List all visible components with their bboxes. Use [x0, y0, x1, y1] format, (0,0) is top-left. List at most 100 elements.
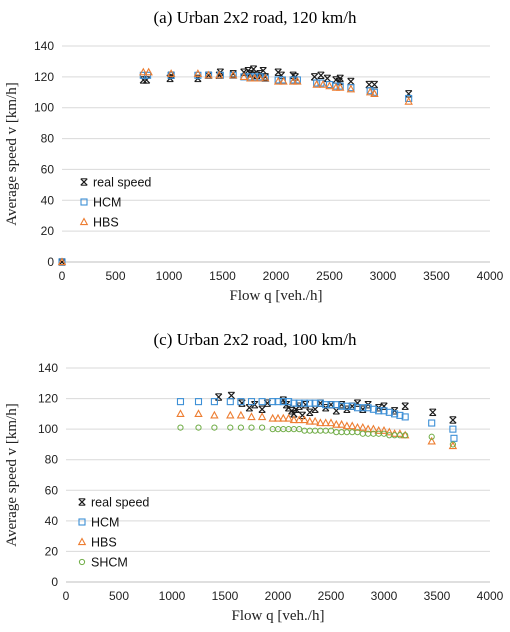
data-point-hbs [332, 419, 341, 428]
data-point-real-speed [370, 80, 379, 89]
data-point-hbs [279, 76, 288, 85]
data-point-hbs [404, 96, 413, 105]
data-point-real-speed [365, 80, 373, 89]
data-point-hcm [343, 402, 351, 410]
data-point-hbs [289, 415, 299, 424]
data-point-hcm [338, 402, 346, 410]
data-point-hbs [246, 73, 255, 82]
y-tick-label: 100 [38, 422, 58, 436]
chart-title: (a) Urban 2x2 road, 120 km/h [153, 8, 357, 27]
data-point-hbs [448, 441, 458, 450]
data-point-hcm [300, 399, 309, 407]
series-hcm [176, 398, 458, 442]
data-point-hbs [363, 424, 373, 433]
data-point-hcm [332, 401, 340, 409]
x-tick-label: 4000 [477, 269, 504, 283]
series-hbs [57, 67, 413, 266]
data-point-hbs [250, 73, 259, 82]
data-point-shcm [354, 429, 361, 436]
data-point-hbs [374, 426, 383, 434]
data-point-hbs [331, 83, 341, 91]
data-point-hbs [316, 418, 325, 427]
data-point-hcm [428, 419, 436, 427]
data-point-shcm [227, 424, 234, 431]
data-point-hcm [269, 398, 277, 406]
x-tick-label: 1500 [209, 269, 236, 283]
data-point-real-speed [323, 74, 331, 83]
data-point-hbs [385, 427, 394, 436]
data-point-hbs [370, 89, 379, 97]
data-point-hbs [176, 409, 185, 418]
data-point-hbs [321, 418, 330, 427]
y-tick-label: 80 [45, 453, 59, 467]
data-point-real-speed [78, 498, 86, 506]
data-point-hbs [294, 415, 304, 424]
data-point-hcm [226, 398, 234, 406]
x-tick-label: 3500 [424, 589, 451, 603]
x-axis-label: Flow q [veh./h] [230, 288, 323, 304]
data-point-hbs [261, 73, 270, 82]
data-point-shcm [428, 433, 435, 440]
data-point-hbs [358, 422, 368, 431]
data-point-hcm [279, 398, 287, 406]
data-point-hbs [77, 537, 87, 546]
y-tick-label: 100 [34, 101, 54, 115]
legend-item-label: real speed [91, 496, 149, 510]
legend-item-label: HBS [91, 536, 117, 550]
data-point-hcm [396, 411, 404, 419]
data-point-hbs [427, 436, 436, 445]
data-point-hbs [335, 83, 345, 91]
chart-panel-a: (a) Urban 2x2 road, 120 km/h 0 20 40 60 80 10… [4, 8, 504, 304]
x-tick-label: 0 [63, 589, 70, 603]
data-point-hbs [79, 217, 89, 226]
data-point-hbs [236, 410, 246, 419]
data-point-hbs [279, 413, 288, 422]
data-point-hbs [210, 410, 219, 419]
data-point-real-speed [306, 408, 314, 417]
y-tick-label: 60 [45, 483, 59, 497]
data-point-hbs [310, 416, 320, 425]
data-point-hbs [57, 257, 67, 266]
data-point-hbs [288, 76, 298, 85]
x-tick-label: 2000 [263, 269, 290, 283]
y-tick-label: 140 [38, 361, 58, 375]
data-point-shcm [259, 424, 266, 431]
y-tick-label: 20 [41, 224, 55, 238]
x-tick-label: 500 [105, 269, 125, 283]
data-point-shcm [380, 430, 388, 437]
data-point-hcm [375, 407, 383, 415]
data-point-hcm [369, 405, 377, 413]
data-point-hcm [306, 399, 314, 407]
data-point-shcm [333, 429, 340, 436]
data-point-shcm [296, 426, 303, 433]
data-point-hbs [305, 416, 315, 425]
data-point-hbs [228, 70, 238, 79]
data-point-hbs [300, 415, 309, 424]
data-point-hbs [204, 70, 213, 79]
data-point-real-speed [139, 76, 147, 84]
data-point-hcm [285, 398, 293, 406]
data-point-hcm [322, 401, 330, 409]
data-point-shcm [211, 424, 218, 431]
data-point-hcm [316, 399, 324, 407]
y-tick-label: 80 [41, 132, 55, 146]
data-point-hbs [347, 421, 357, 430]
data-point-hcm [401, 413, 409, 421]
data-point-hcm [348, 402, 356, 410]
legend-item-label: HBS [93, 216, 119, 230]
data-point-hcm [295, 399, 303, 407]
data-point-real-speed [405, 90, 413, 98]
data-point-shcm [195, 424, 202, 431]
data-point-hcm [405, 94, 413, 103]
data-point-hcm [78, 518, 86, 526]
y-tick-label: 140 [34, 39, 54, 53]
data-point-hbs [139, 67, 148, 76]
data-point-hcm [359, 404, 367, 412]
x-tick-label: 1000 [156, 269, 183, 283]
data-point-hbs [353, 422, 362, 431]
y-tick-label: 120 [34, 70, 54, 84]
data-point-shcm [237, 424, 244, 431]
data-point-hbs [346, 84, 356, 93]
data-point-hcm [80, 198, 88, 206]
data-point-hbs [379, 426, 389, 434]
